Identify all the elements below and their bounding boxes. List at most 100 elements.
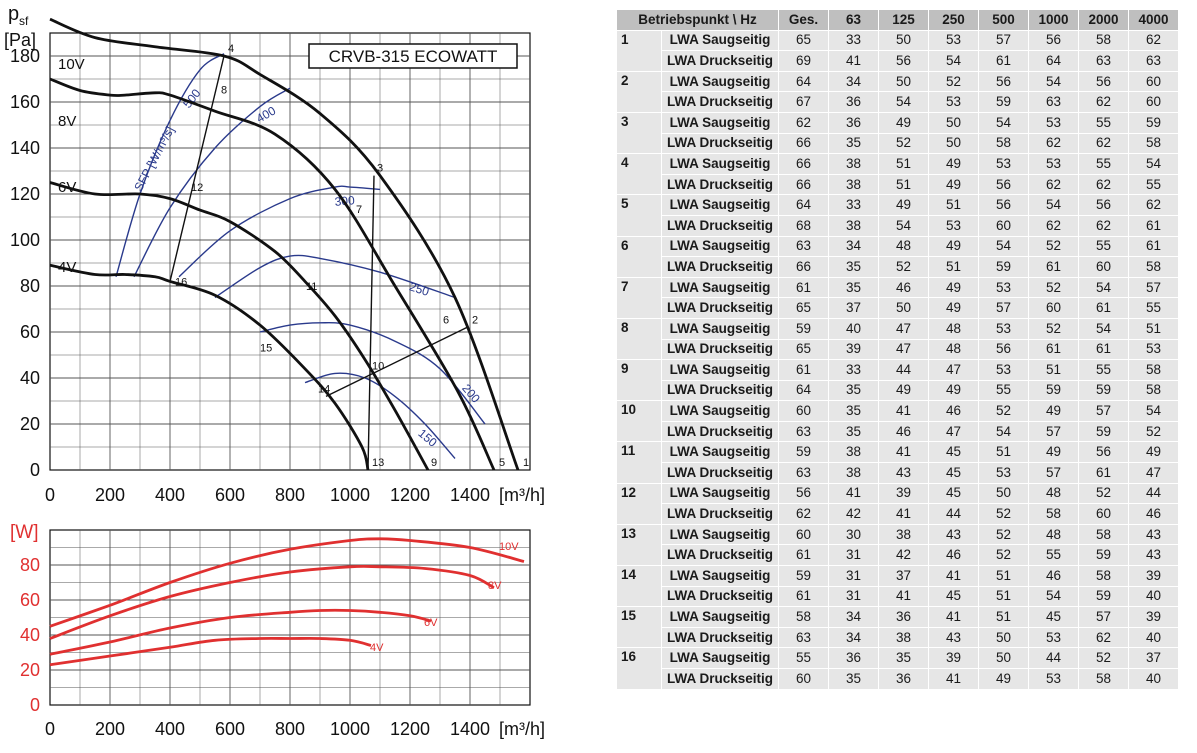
series-label-8V: 8V [58, 113, 76, 130]
value-cell: 52 [1078, 647, 1129, 669]
value-cell: 33 [828, 359, 879, 381]
value-cell: 55 [778, 647, 829, 669]
table-row: 14 LWA Saugseitig 59 31 37 41 51 46 58 39 [616, 565, 1179, 608]
value-cell: 45 [928, 441, 979, 464]
value-cell: 50 [978, 626, 1029, 649]
value-cell: 63 [1028, 91, 1079, 113]
series-label-4V: 4V [370, 642, 384, 654]
value-cell: 54 [878, 214, 929, 237]
value-cell: 36 [828, 647, 879, 669]
table-header-cell: 63 [828, 9, 879, 31]
value-cell: 60 [1128, 91, 1179, 113]
value-cell: 49 [928, 235, 979, 258]
y-tick-label: 0 [30, 460, 40, 480]
operating-point-label: 5 [499, 457, 505, 469]
value-cell: 55 [1078, 153, 1129, 175]
table-row: LWA Druckseitig 63 38 43 45 53 57 61 47 [617, 462, 1179, 484]
value-cell: 61 [1128, 235, 1179, 258]
value-cell: 61 [778, 544, 829, 567]
value-cell: 62 [1028, 173, 1079, 196]
y-tick-label: 40 [20, 625, 40, 645]
value-cell: 53 [1028, 626, 1079, 649]
value-cell: 34 [828, 606, 879, 628]
value-cell: 54 [1028, 70, 1079, 93]
sfp-curve-400 [133, 87, 291, 278]
value-cell: 35 [878, 647, 929, 669]
value-cell: 36 [878, 606, 929, 628]
value-cell: 56 [1078, 194, 1129, 216]
value-cell: 66 [778, 153, 829, 175]
power-chart: 0 20 40 60 80 0 200 400 600 800 1000 1200 1400 10V 8… [10, 522, 545, 739]
table-body: 1 LWA Saugseitig 65 33 50 53 57 56 58 62 LWA Druck… [616, 29, 1179, 690]
value-cell: 58 [1128, 132, 1179, 155]
value-cell: 49 [878, 194, 929, 216]
value-cell: 41 [878, 441, 929, 464]
measurement-label-cell: LWA Druckseitig [661, 173, 779, 196]
table-row: LWA Druckseitig 67 36 54 53 59 63 62 60 [617, 91, 1179, 113]
value-cell: 49 [928, 173, 979, 196]
series-labels: 10V 8V 6V 4V [370, 541, 519, 654]
value-cell: 58 [1078, 523, 1129, 546]
measurement-label-cell: LWA Druckseitig [661, 50, 779, 72]
value-cell: 61 [1028, 256, 1079, 278]
value-cell: 33 [828, 29, 879, 52]
measurement-label-cell: LWA Saugseitig [661, 482, 779, 505]
value-cell: 66 [778, 173, 829, 196]
fan-curve-8V [49, 77, 496, 471]
value-cell: 37 [878, 565, 929, 587]
measurement-label-cell: LWA Saugseitig [661, 400, 779, 422]
operating-point-cell: 12 [616, 482, 662, 525]
operating-point-cell: 11 [616, 441, 662, 484]
operating-point-cell: 14 [616, 565, 662, 608]
operating-point-label: 9 [431, 457, 437, 469]
operating-point-label: 3 [377, 163, 383, 175]
value-cell: 49 [928, 297, 979, 319]
value-cell: 63 [778, 626, 829, 649]
x-axis-unit: [m³/h] [499, 485, 545, 505]
measurement-label-cell: LWA Druckseitig [661, 668, 779, 690]
table-row: 7 LWA Saugseitig 61 35 46 49 53 52 54 57 [616, 276, 1179, 319]
table-header-row: Betriebspunkt \ Hz Ges. 63 125 250 500 1000 200… [616, 9, 1179, 31]
value-cell: 50 [928, 111, 979, 134]
operating-point-label: 11 [306, 281, 317, 293]
value-cell: 50 [978, 647, 1029, 669]
value-cell: 59 [1078, 585, 1129, 608]
value-cell: 62 [778, 503, 829, 525]
value-cell: 35 [828, 276, 879, 299]
y-tick-labels: 0 20 40 60 80 100 120 140 160 180 [10, 46, 40, 480]
value-cell: 62 [1128, 194, 1179, 216]
series-labels: 10V 8V 6V 4V [58, 56, 85, 276]
value-cell: 61 [1078, 338, 1129, 361]
value-cell: 43 [1128, 523, 1179, 546]
value-cell: 34 [828, 70, 879, 93]
value-cell: 54 [1128, 153, 1179, 175]
value-cell: 52 [1128, 420, 1179, 443]
value-cell: 65 [778, 29, 829, 52]
value-cell: 41 [928, 606, 979, 628]
value-cell: 47 [878, 317, 929, 340]
value-cell: 62 [1028, 214, 1079, 237]
value-cell: 41 [928, 668, 979, 690]
value-cell: 62 [1128, 29, 1179, 52]
value-cell: 40 [1128, 585, 1179, 608]
operating-line [169, 55, 225, 282]
value-cell: 38 [828, 173, 879, 196]
series-label-10V: 10V [58, 56, 85, 73]
table-row: 11 LWA Saugseitig 59 38 41 45 51 49 56 49 [616, 441, 1179, 484]
x-tick-label: 0 [45, 719, 55, 739]
x-tick-labels: 0 200 400 600 800 1000 1200 1400 [45, 485, 490, 505]
value-cell: 60 [1028, 297, 1079, 319]
value-cell: 59 [1078, 420, 1129, 443]
table-row: LWA Druckseitig 65 39 47 48 56 61 61 53 [617, 338, 1179, 361]
value-cell: 55 [1078, 111, 1129, 134]
value-cell: 45 [928, 482, 979, 505]
x-tick-label: 200 [95, 719, 125, 739]
value-cell: 43 [878, 462, 929, 484]
value-cell: 59 [778, 317, 829, 340]
y-tick-label: 20 [20, 414, 40, 434]
value-cell: 63 [1078, 50, 1129, 72]
value-cell: 58 [1078, 565, 1129, 587]
table-row: 6 LWA Saugseitig 63 34 48 49 54 52 55 61 [616, 235, 1179, 278]
fan-curve-6V [49, 181, 430, 471]
operating-point-cell: 5 [616, 194, 662, 237]
